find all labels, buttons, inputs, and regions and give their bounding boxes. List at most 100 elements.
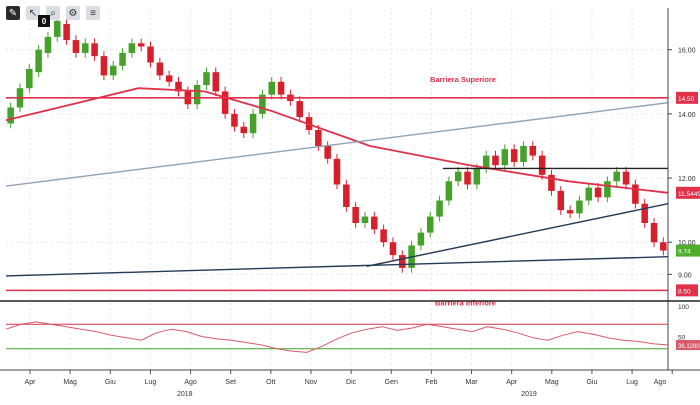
candle-body (333, 158, 341, 185)
x-tick-label: Gen (385, 379, 398, 386)
x-tick-label: Set (225, 379, 236, 386)
oscillator-value-label: 36.1280 (678, 344, 700, 350)
candle-body (165, 75, 173, 82)
x-year-label: 2019 (521, 391, 537, 398)
candle-body (7, 107, 14, 124)
candle-body (501, 149, 509, 166)
candle-body (128, 43, 136, 53)
barrier-label: Barriera Superiore (430, 75, 496, 84)
candle-body (361, 216, 369, 223)
oscillator-tick-label: 50 (678, 335, 686, 342)
axis-price-tag-label: 11.5449 (678, 191, 700, 198)
settings-icon[interactable]: ⚙ (66, 6, 80, 20)
pencil-icon[interactable]: ✎ (6, 6, 20, 20)
candle-body (454, 171, 462, 182)
x-tick-label: Apr (25, 379, 37, 386)
x-tick-label: Lug (145, 379, 157, 386)
candle-body (249, 113, 257, 134)
x-tick-label: Ott (266, 379, 275, 386)
y-tick-label: 9.00 (678, 272, 692, 279)
candle-body (156, 62, 164, 76)
axis-price-tag (676, 91, 698, 104)
axis-price-tag-label: 14.50 (678, 96, 695, 103)
candle-body (221, 91, 229, 114)
candle-body (576, 200, 583, 214)
candle-body (641, 203, 648, 223)
candle-body (510, 149, 518, 163)
trend-line (5, 102, 669, 187)
candle-body (604, 181, 611, 198)
x-tick-label: Ago (654, 379, 667, 386)
candle-body (566, 210, 574, 214)
candle-body (268, 81, 275, 95)
candle-body (594, 187, 602, 198)
list-icon[interactable]: ≡ (86, 6, 100, 20)
candle-body (585, 187, 593, 201)
candle-body (63, 24, 70, 41)
candle-body (91, 43, 98, 57)
candle-body (380, 229, 387, 243)
candle-body (436, 200, 443, 217)
x-tick-label: Mag (63, 379, 77, 386)
trend-line (366, 203, 669, 267)
x-tick-label: Giu (105, 379, 116, 386)
candle-body (35, 49, 42, 73)
candle-body (147, 46, 154, 63)
candle-body (277, 81, 285, 95)
candle-body (54, 20, 61, 37)
y-tick-label: 16.00 (678, 48, 696, 55)
x-tick-label: Apr (506, 379, 518, 386)
candle-body (650, 222, 658, 243)
candle-body (632, 184, 639, 204)
candle-body (259, 94, 266, 114)
candle-body (660, 242, 667, 251)
axis-price-tag (676, 284, 698, 297)
candle-body (371, 216, 378, 230)
candle-body (520, 145, 527, 163)
annotation-count-badge: 0 (38, 15, 50, 27)
cursor-icon[interactable]: ↖ (26, 6, 40, 20)
candle-body (389, 242, 397, 256)
candle-body (473, 168, 481, 185)
candle-body (26, 68, 33, 89)
candle-body (72, 40, 80, 53)
oscillator-value-tag (676, 340, 700, 351)
candle-body (399, 255, 406, 268)
x-tick-label: Ago (184, 379, 197, 386)
candle-body (557, 190, 565, 211)
x-year-label: 2018 (177, 391, 193, 398)
candle-body (100, 56, 108, 76)
axis-price-tag-label: 8.50 (678, 288, 691, 295)
candle-body (343, 184, 350, 207)
axis-price-tag (676, 186, 700, 199)
candle-body (44, 36, 52, 53)
candle-body (231, 113, 238, 127)
candle-body (175, 81, 182, 92)
x-tick-label: Nov (305, 379, 318, 386)
candle-body (417, 232, 425, 246)
candle-body (81, 43, 89, 53)
y-tick-label: 12.00 (678, 176, 696, 183)
x-tick-label: Lug (626, 379, 638, 386)
candle-body (613, 171, 620, 182)
candle-body (548, 174, 555, 191)
candle-body (492, 155, 499, 166)
candle-body (296, 101, 303, 118)
candle-body (137, 43, 145, 47)
x-tick-label: Mar (465, 379, 478, 386)
axis-price-tag (676, 244, 700, 257)
candle-body (212, 72, 220, 92)
candle-body (193, 85, 201, 105)
candle-body (203, 72, 210, 86)
candle-body (482, 155, 490, 169)
candle-body (119, 52, 126, 66)
oscillator-line (5, 321, 669, 353)
candle-body (529, 145, 537, 156)
moving-average-line (5, 87, 669, 194)
chart-toolbar: ✎ ↖ ⌕ ⚙ ≡ (0, 0, 100, 26)
x-tick-label: Dic (346, 379, 357, 386)
candle-body (445, 181, 453, 201)
y-tick-label: 14.00 (678, 112, 696, 119)
